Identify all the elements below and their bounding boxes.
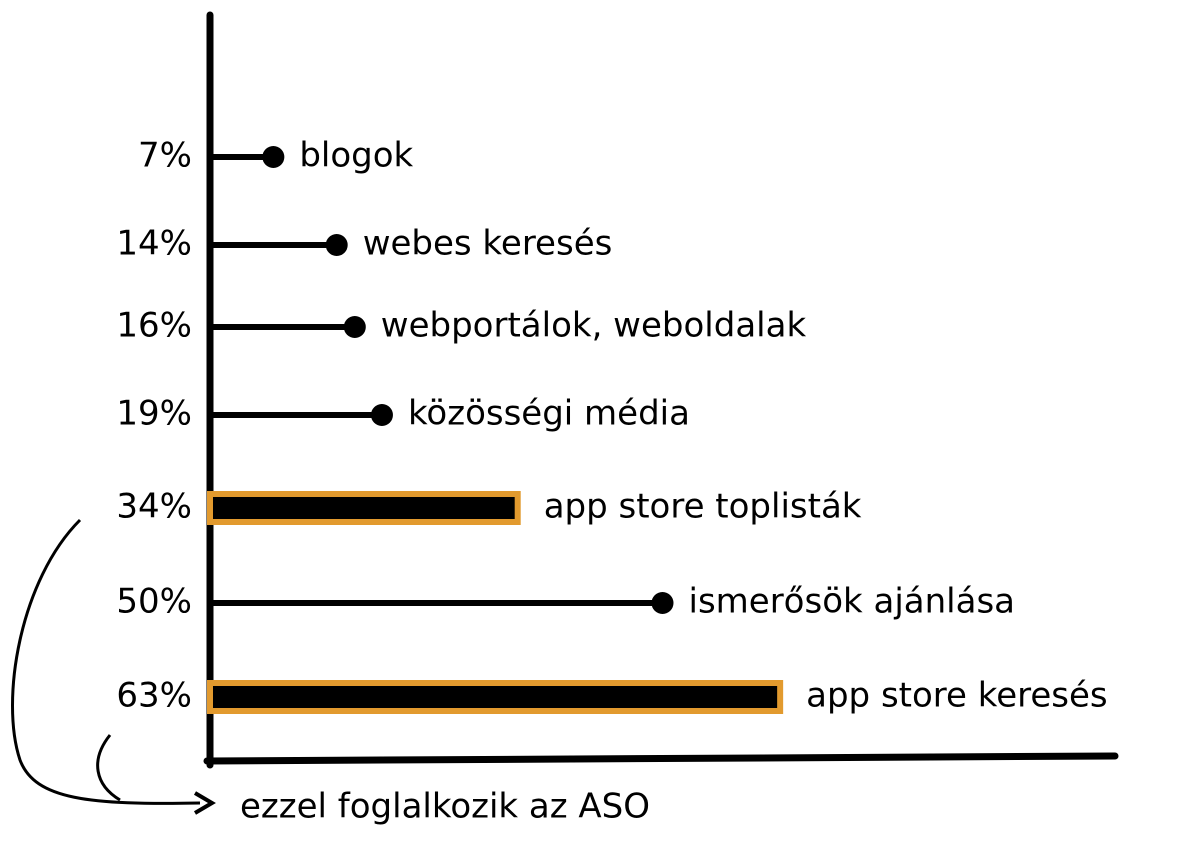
category-label: webes keresés [363,224,613,264]
category-label: app store toplisták [544,487,862,527]
lollipop-dot [370,404,393,426]
category-label: webportálok, weboldalak [381,306,807,346]
lollipop-dot [262,146,285,168]
annotation-arrow [96,734,121,802]
value-label: 34% [116,487,192,527]
value-label: 63% [116,676,192,716]
category-label: blogok [299,136,413,176]
annotation: ezzel foglalkozik az ASO [240,787,650,827]
bar [207,491,521,525]
value-label: 16% [116,306,192,346]
annotation-arrow [11,518,201,805]
category-label: közösségi média [408,394,690,434]
arrow-head [193,791,216,815]
lollipop-dot [651,592,674,614]
x-axis [203,752,1119,765]
value-label: 50% [116,582,192,622]
bar [207,680,784,714]
lollipop-dot [325,234,348,256]
value-label: 7% [138,136,192,176]
value-label: 19% [116,394,192,434]
category-label: ismerősök ajánlása [689,582,1016,622]
lollipop-dot [343,316,366,338]
value-label: 14% [116,224,192,264]
category-label: app store keresés [806,676,1108,716]
